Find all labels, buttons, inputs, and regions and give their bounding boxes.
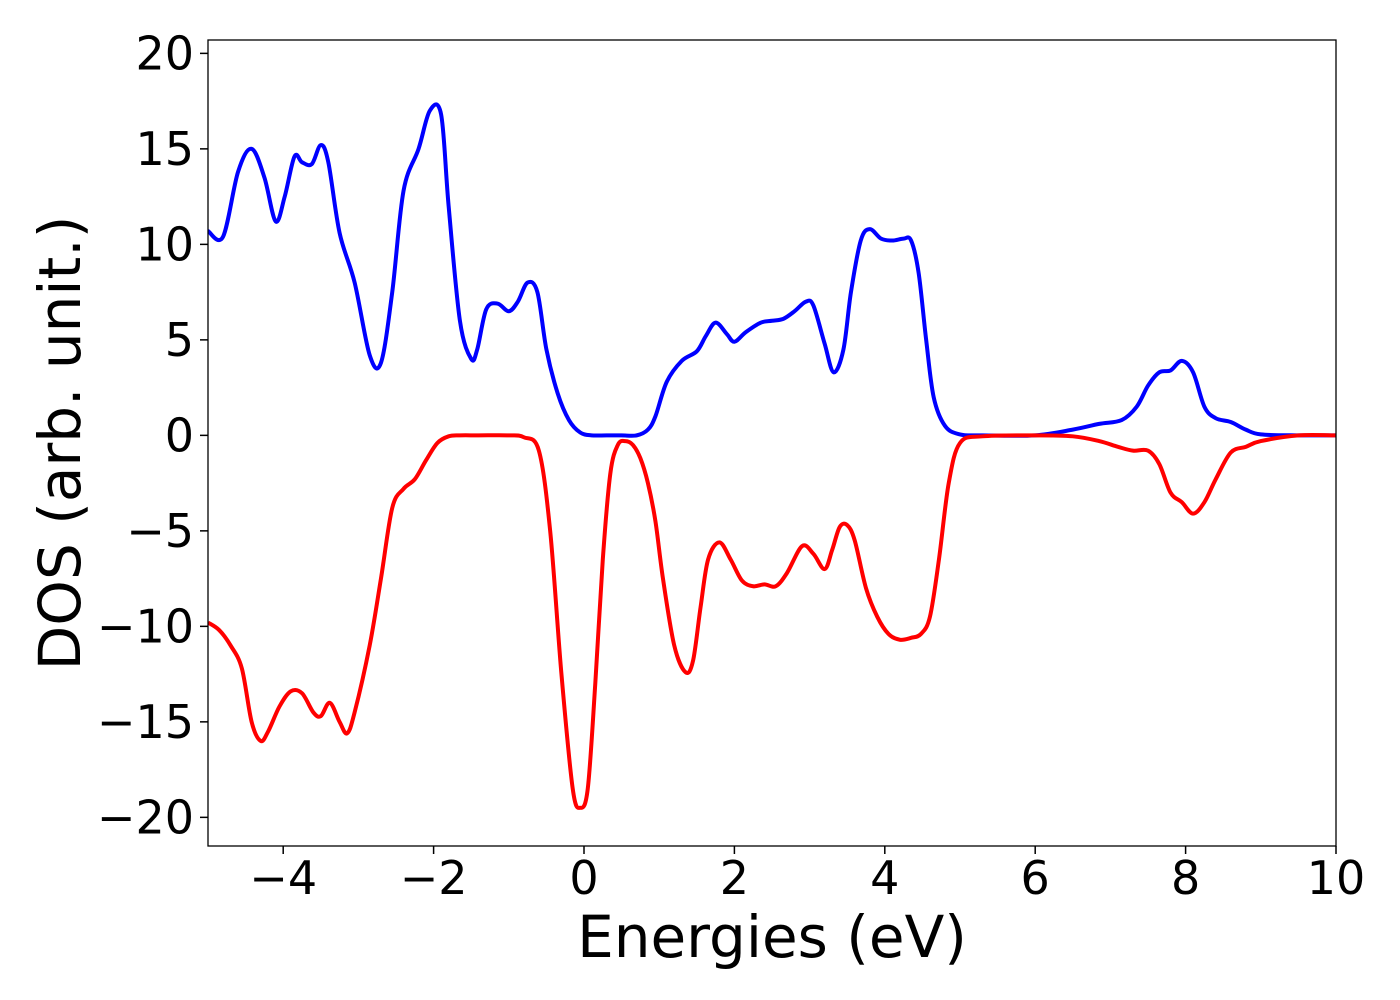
x-tick-label: 8: [1171, 851, 1200, 905]
x-tick-label: 2: [720, 851, 749, 905]
y-axis-title: DOS (arb. unit.): [26, 216, 94, 671]
y-tick-label: −20: [97, 790, 194, 844]
dos-line-series-1: [208, 102, 1336, 438]
x-tick-label: 0: [569, 851, 598, 905]
x-tick-label: −4: [249, 851, 317, 905]
x-tick-label: 6: [1021, 851, 1050, 905]
plot-frame: [207, 39, 1337, 847]
y-tick-label: 5: [165, 313, 194, 367]
y-tick-label: −10: [97, 599, 194, 653]
x-tick-label: 4: [870, 851, 899, 905]
y-tick-label: 10: [135, 217, 194, 271]
dos-line-series-2: [208, 432, 1336, 810]
x-axis-title: Energies (eV): [577, 903, 967, 971]
y-tick-label: 15: [135, 122, 194, 176]
series-layer: [208, 102, 1336, 810]
x-tick-label: −2: [400, 851, 468, 905]
x-tick-label: 10: [1307, 851, 1366, 905]
y-tick-label: −5: [126, 504, 194, 558]
y-tick-label: 20: [135, 26, 194, 80]
y-tick-label: −15: [97, 695, 194, 749]
y-tick-label: 0: [165, 408, 194, 462]
